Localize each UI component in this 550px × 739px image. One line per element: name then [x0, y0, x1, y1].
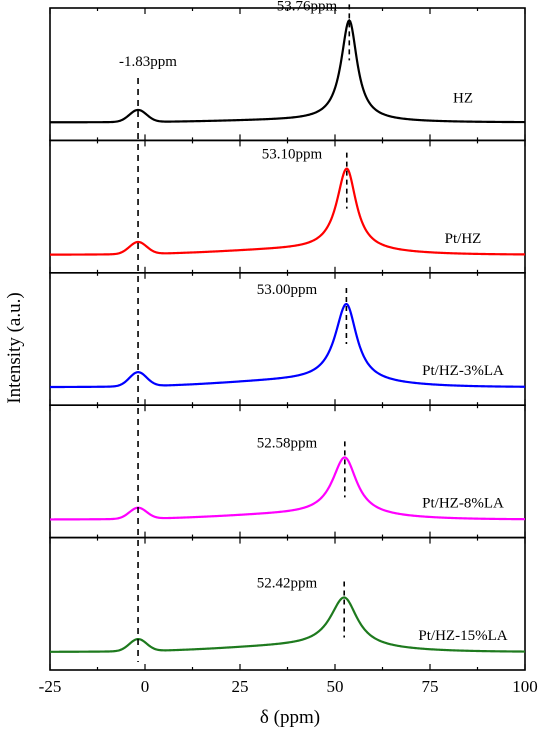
panels-layer: 53.76ppm HZ 53.10ppm Pt/HZ 53.00ppm Pt/HZ-3%L… — [49, 0, 526, 671]
peak-label-4: 52.58ppm — [257, 435, 318, 451]
x-tick-label: -25 — [39, 677, 62, 696]
x-tick-label: 50 — [327, 677, 344, 696]
x-axis-label: δ (ppm) — [260, 707, 320, 728]
series-name-2: Pt/HZ — [445, 231, 482, 247]
panel-3: 53.00ppm Pt/HZ-3%LA — [49, 271, 526, 406]
x-axis: -25 0 25 50 75 100 — [39, 677, 538, 696]
series-line-5 — [50, 596, 526, 653]
peak-label-3: 53.00ppm — [257, 282, 318, 298]
x-tick-label: 0 — [141, 677, 150, 696]
x-tick-label: 25 — [232, 677, 249, 696]
series-line-3 — [49, 302, 525, 389]
series-line-1 — [50, 18, 526, 124]
panel-4: 52.58ppm Pt/HZ-8%LA — [49, 404, 526, 539]
reference-line-label: -1.83ppm — [119, 54, 177, 70]
series-line-4 — [50, 456, 526, 521]
x-tick-label: 100 — [512, 677, 538, 696]
series-name-1: HZ — [453, 90, 473, 106]
peak-label-1: 53.76ppm — [277, 0, 338, 14]
series-name-4: Pt/HZ-8%LA — [422, 496, 504, 512]
peak-label-5: 52.42ppm — [257, 576, 318, 592]
panel-1: 53.76ppm HZ — [49, 0, 526, 142]
series-name-5: Pt/HZ-15%LA — [418, 628, 507, 644]
peak-label-2: 53.10ppm — [262, 147, 323, 163]
panel-2: 53.10ppm Pt/HZ — [49, 139, 526, 274]
x-tick-label: 75 — [422, 677, 439, 696]
panel-5: 52.42ppm Pt/HZ-15%LA — [49, 536, 526, 671]
series-line-2 — [50, 167, 526, 256]
series-name-3: Pt/HZ-3%LA — [422, 363, 504, 379]
y-axis-label: Intensity (a.u.) — [4, 292, 25, 403]
